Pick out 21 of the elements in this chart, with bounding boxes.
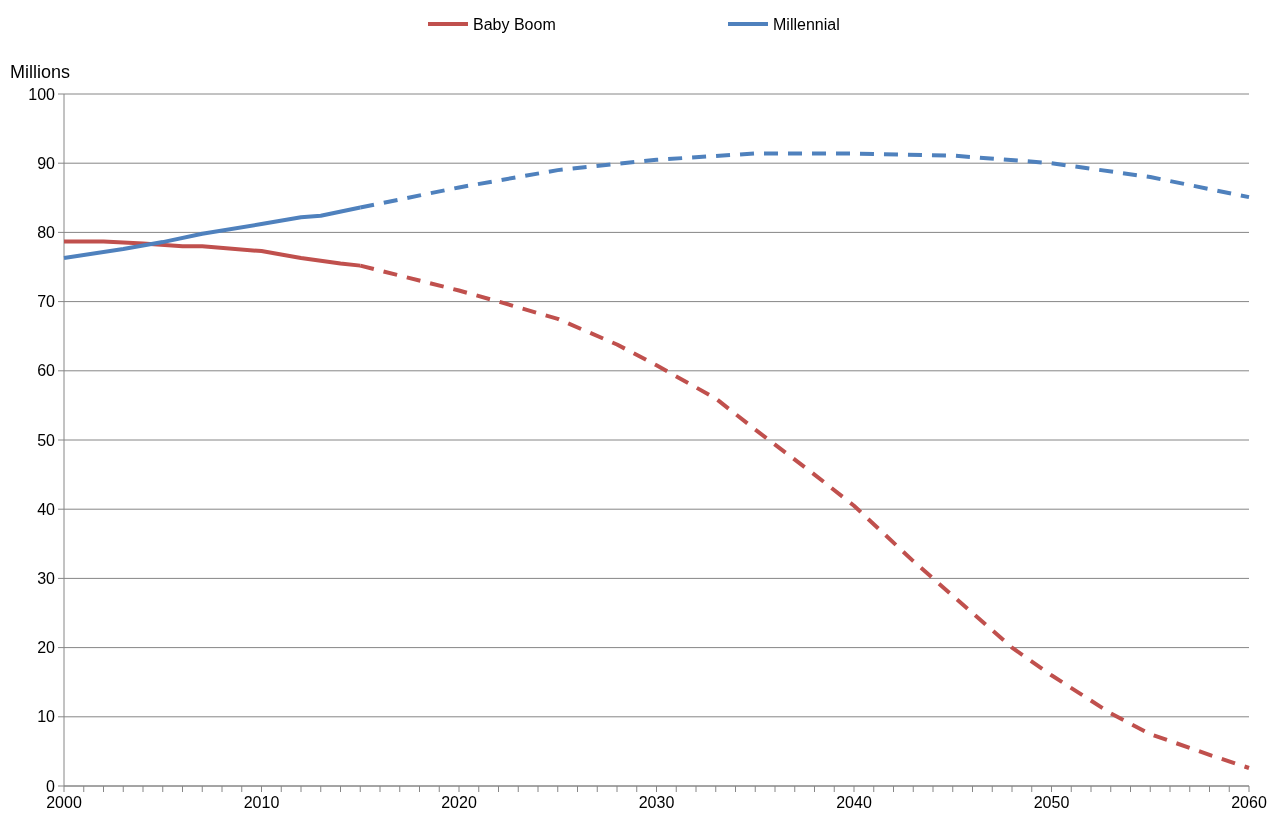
y-tick-label: 80 xyxy=(37,224,56,241)
y-tick-label: 90 xyxy=(37,154,56,172)
x-tick-label: 2010 xyxy=(243,794,280,811)
y-axis-title: Millions xyxy=(10,62,71,82)
y-tick-label: 30 xyxy=(37,570,56,587)
y-tick-label: 0 xyxy=(46,777,56,795)
x-tick-label: 2040 xyxy=(836,794,872,811)
x-tick-label: 2030 xyxy=(638,794,675,811)
y-tick-label: 70 xyxy=(37,293,56,311)
y-tick-label: 60 xyxy=(37,362,56,380)
y-tick-label: 50 xyxy=(37,431,56,449)
x-tick-label: 2050 xyxy=(1033,794,1070,811)
y-tick-label: 40 xyxy=(37,500,56,518)
y-tick-label: 20 xyxy=(37,639,56,657)
x-tick-label: 2000 xyxy=(46,794,82,811)
y-tick-label: 10 xyxy=(37,708,56,726)
x-tick-label: 2020 xyxy=(441,794,477,811)
y-tick-label: 100 xyxy=(28,85,56,103)
x-tick-label: 2060 xyxy=(1231,794,1267,811)
legend-label: Millennial xyxy=(773,15,840,33)
legend-label: Baby Boom xyxy=(473,15,556,33)
